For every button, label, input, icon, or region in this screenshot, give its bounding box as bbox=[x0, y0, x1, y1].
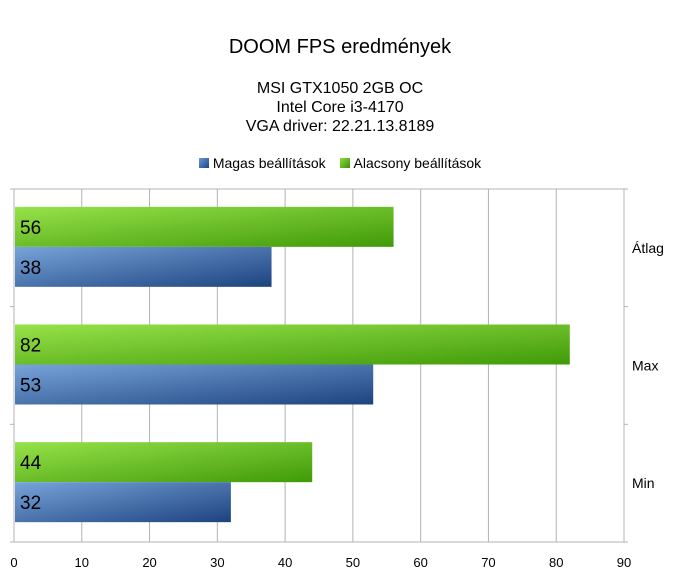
x-tick-label: 90 bbox=[617, 555, 631, 570]
x-tick-label: 80 bbox=[549, 555, 563, 570]
data-label-magas: 32 bbox=[20, 493, 41, 514]
bar-magas bbox=[15, 246, 272, 287]
x-tick-label: 10 bbox=[75, 555, 89, 570]
chart-subtitle-line-1: MSI GTX1050 2GB OC bbox=[256, 80, 424, 97]
legend-swatch-alacsony bbox=[339, 158, 350, 168]
legend-label-alacsony: Alacsony beállítások bbox=[353, 155, 482, 171]
bar-alacsony bbox=[15, 206, 394, 247]
x-tick-label: 20 bbox=[142, 555, 156, 570]
legend-swatch-magas bbox=[198, 158, 209, 168]
chart-title: DOOM FPS eredmények bbox=[228, 36, 452, 58]
bar-magas bbox=[15, 482, 231, 523]
data-label-alacsony: 44 bbox=[20, 453, 42, 474]
data-label-magas: 53 bbox=[20, 376, 41, 397]
legend-label-magas: Magas beállítások bbox=[212, 155, 326, 171]
bar-alacsony bbox=[15, 442, 313, 483]
x-tick-label: 0 bbox=[10, 555, 17, 570]
x-tick-label: 60 bbox=[413, 555, 427, 570]
legend-item-magas: Magas beállítások bbox=[198, 155, 326, 171]
chart-legend: Magas beállítások Alacsony beállítások bbox=[0, 155, 680, 171]
x-tick-label: 30 bbox=[210, 555, 224, 570]
chart-subtitle-line-3: VGA driver: 22.21.13.8189 bbox=[245, 118, 435, 135]
legend-item-alacsony: Alacsony beállítások bbox=[339, 155, 482, 171]
category-label: Átlag bbox=[632, 240, 664, 256]
bar-magas bbox=[15, 364, 374, 405]
x-tick-label: 70 bbox=[481, 555, 495, 570]
bars bbox=[15, 206, 570, 523]
labels: 0 10 20 30 40 50 60 70 80 90 56 38 Átlag 82 53 Max 44 32 M… bbox=[10, 218, 664, 570]
x-tick-label: 50 bbox=[346, 555, 360, 570]
data-label-alacsony: 82 bbox=[20, 336, 41, 357]
bar-alacsony bbox=[15, 324, 570, 365]
data-label-magas: 38 bbox=[20, 258, 41, 279]
category-label: Max bbox=[632, 358, 658, 374]
category-label: Min bbox=[632, 475, 655, 491]
data-label-alacsony: 56 bbox=[20, 218, 41, 239]
x-tick-label: 40 bbox=[278, 555, 292, 570]
chart-subtitle-line-2: Intel Core i3-4170 bbox=[276, 99, 404, 116]
